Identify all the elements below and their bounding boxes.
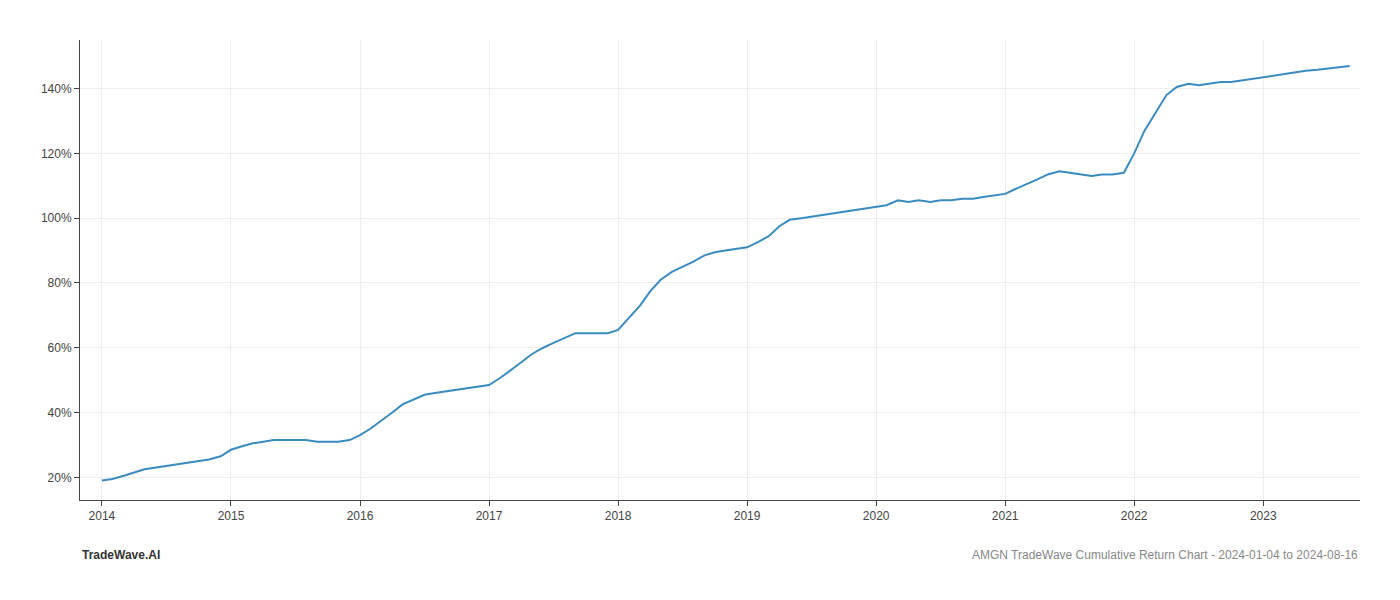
svg-text:2016: 2016 — [347, 509, 374, 523]
svg-text:2019: 2019 — [734, 509, 761, 523]
svg-text:2021: 2021 — [992, 509, 1019, 523]
svg-text:120%: 120% — [41, 147, 72, 161]
svg-text:AMGN TradeWave Cumulative Retu: AMGN TradeWave Cumulative Return Chart -… — [972, 548, 1358, 562]
svg-text:2017: 2017 — [476, 509, 503, 523]
svg-text:2020: 2020 — [863, 509, 890, 523]
svg-text:40%: 40% — [48, 406, 72, 420]
svg-text:100%: 100% — [41, 211, 72, 225]
svg-text:80%: 80% — [48, 276, 72, 290]
svg-text:60%: 60% — [48, 341, 72, 355]
svg-text:2018: 2018 — [605, 509, 632, 523]
svg-text:2014: 2014 — [89, 509, 116, 523]
svg-text:2022: 2022 — [1121, 509, 1148, 523]
svg-text:2023: 2023 — [1250, 509, 1277, 523]
svg-text:20%: 20% — [48, 471, 72, 485]
svg-text:140%: 140% — [41, 82, 72, 96]
svg-text:TradeWave.AI: TradeWave.AI — [82, 548, 160, 562]
svg-text:2015: 2015 — [218, 509, 245, 523]
